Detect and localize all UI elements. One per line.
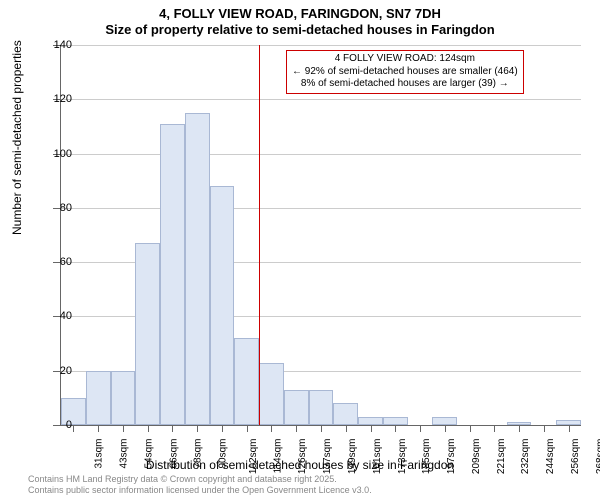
x-tick-label: 137sqm — [322, 439, 333, 475]
x-tick-label: 31sqm — [94, 439, 105, 469]
x-tick — [271, 426, 272, 432]
x-tick — [445, 426, 446, 432]
gridline — [61, 45, 581, 46]
y-axis-title: Number of semi-detached properties — [10, 40, 24, 235]
x-tick — [346, 426, 347, 432]
chart-title-main: 4, FOLLY VIEW ROAD, FARINGDON, SN7 7DH — [0, 6, 600, 21]
x-tick-label: 66sqm — [168, 439, 179, 469]
x-tick — [544, 426, 545, 432]
x-tick-label: 161sqm — [372, 439, 383, 475]
histogram-bar — [383, 417, 408, 425]
histogram-bar — [234, 338, 259, 425]
histogram-bar — [333, 403, 358, 425]
chart-title-sub: Size of property relative to semi-detach… — [0, 22, 600, 37]
histogram-bar — [284, 390, 309, 425]
x-tick-label: 54sqm — [143, 439, 154, 469]
x-tick — [247, 426, 248, 432]
x-tick — [494, 426, 495, 432]
x-tick-label: 197sqm — [446, 439, 457, 475]
gridline — [61, 208, 581, 209]
histogram-bar — [135, 243, 160, 425]
annotation-box: 4 FOLLY VIEW ROAD: 124sqm ← 92% of semi-… — [286, 50, 524, 94]
x-tick-label: 232sqm — [520, 439, 531, 475]
chart-container: 4, FOLLY VIEW ROAD, FARINGDON, SN7 7DH S… — [0, 0, 600, 500]
y-tick-label: 60 — [60, 256, 72, 268]
x-tick-label: 78sqm — [193, 439, 204, 469]
x-tick — [148, 426, 149, 432]
x-tick-label: 173sqm — [397, 439, 408, 475]
x-tick — [222, 426, 223, 432]
histogram-bar — [61, 398, 86, 425]
y-tick-label: 140 — [54, 39, 72, 51]
x-tick — [172, 426, 173, 432]
y-tick-label: 40 — [60, 310, 72, 322]
annotation-line2: ← 92% of semi-detached houses are smalle… — [292, 66, 518, 79]
footer-text: Contains HM Land Registry data © Crown c… — [28, 474, 372, 496]
x-tick — [420, 426, 421, 432]
x-tick — [371, 426, 372, 432]
y-tick-label: 100 — [54, 148, 72, 160]
x-tick-label: 209sqm — [471, 439, 482, 475]
footer-line1: Contains HM Land Registry data © Crown c… — [28, 474, 372, 485]
histogram-bar — [556, 420, 581, 425]
histogram-bar — [210, 186, 235, 425]
y-tick-label: 0 — [66, 419, 72, 431]
x-tick-label: 256sqm — [570, 439, 581, 475]
x-tick-label: 268sqm — [595, 439, 600, 475]
x-tick — [395, 426, 396, 432]
x-tick-label: 102sqm — [248, 439, 259, 475]
x-tick-label: 90sqm — [218, 439, 229, 469]
x-tick — [296, 426, 297, 432]
x-tick — [519, 426, 520, 432]
histogram-bar — [185, 113, 210, 425]
annotation-line1: 4 FOLLY VIEW ROAD: 124sqm — [292, 53, 518, 66]
x-tick — [73, 426, 74, 432]
y-tick-label: 80 — [60, 202, 72, 214]
histogram-bar — [259, 363, 284, 425]
footer-line2: Contains public sector information licen… — [28, 485, 372, 496]
x-tick — [470, 426, 471, 432]
x-tick-label: 43sqm — [119, 439, 130, 469]
gridline — [61, 99, 581, 100]
x-tick-label: 126sqm — [298, 439, 309, 475]
x-tick-label: 114sqm — [272, 439, 283, 474]
histogram-bar — [432, 417, 457, 425]
annotation-line3: 8% of semi-detached houses are larger (3… — [292, 78, 518, 91]
x-tick — [569, 426, 570, 432]
histogram-bar — [86, 371, 111, 425]
marker-line — [259, 45, 260, 425]
x-tick-label: 149sqm — [347, 439, 358, 475]
histogram-bar — [309, 390, 334, 425]
x-tick — [98, 426, 99, 432]
histogram-bar — [111, 371, 136, 425]
y-tick-label: 20 — [60, 365, 72, 377]
y-tick-label: 120 — [54, 93, 72, 105]
histogram-bar — [507, 422, 532, 425]
gridline — [61, 154, 581, 155]
y-tick — [53, 425, 60, 426]
x-tick — [321, 426, 322, 432]
histogram-bar — [358, 417, 383, 425]
x-tick — [123, 426, 124, 432]
x-tick-label: 185sqm — [421, 439, 432, 475]
x-tick — [197, 426, 198, 432]
plot-area: 4 FOLLY VIEW ROAD: 124sqm ← 92% of semi-… — [60, 45, 581, 426]
histogram-bar — [160, 124, 185, 425]
x-tick-label: 244sqm — [545, 439, 556, 475]
x-tick-label: 221sqm — [496, 439, 507, 475]
